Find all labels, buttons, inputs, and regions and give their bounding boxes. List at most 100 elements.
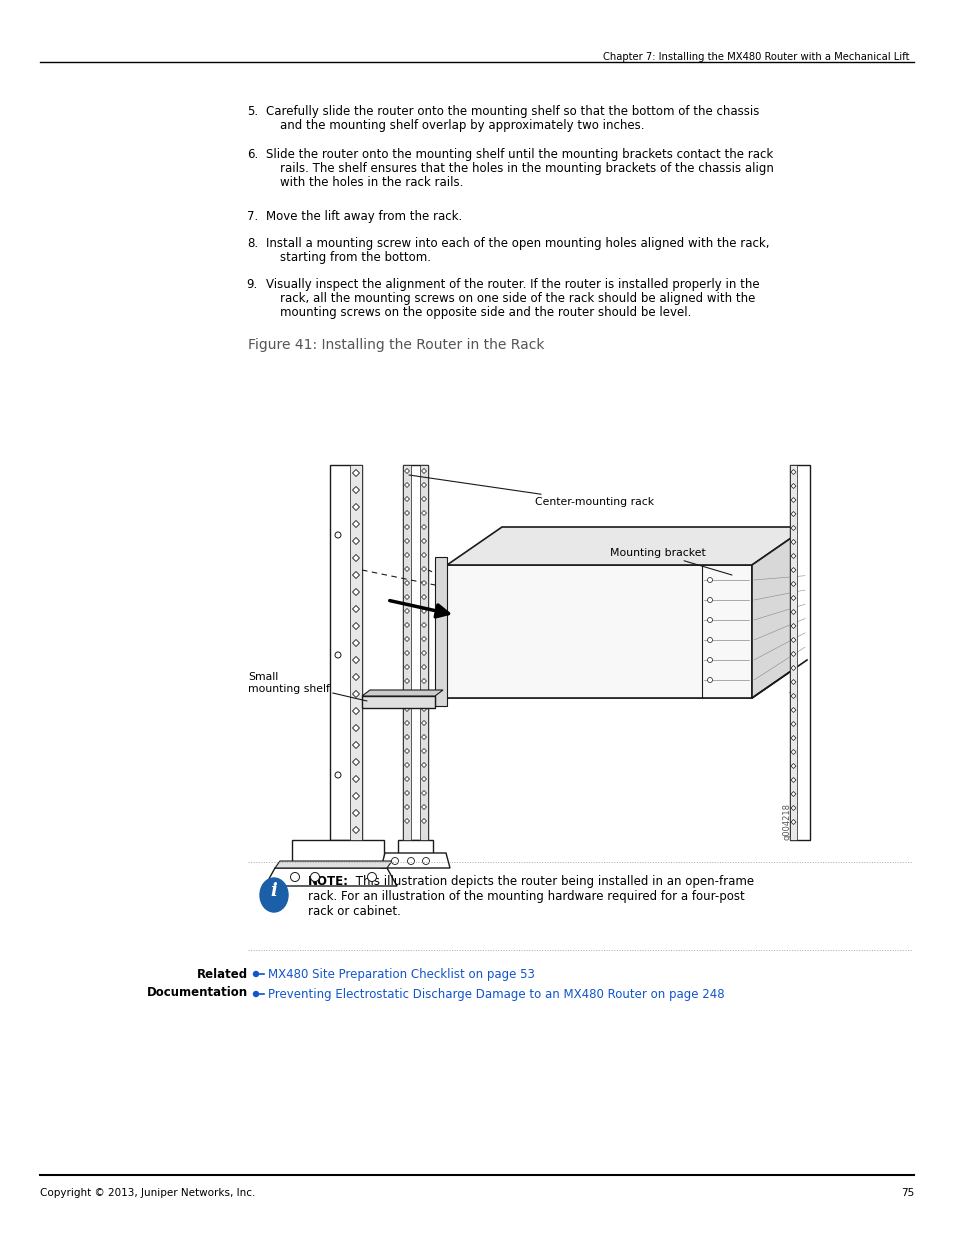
Polygon shape: [404, 819, 409, 824]
Polygon shape: [447, 527, 806, 564]
Polygon shape: [790, 511, 795, 516]
Bar: [435, 557, 447, 706]
Polygon shape: [352, 537, 359, 545]
Polygon shape: [404, 567, 409, 572]
Polygon shape: [421, 748, 426, 753]
Text: Preventing Electrostatic Discharge Damage to an MX480 Router on page 248: Preventing Electrostatic Discharge Damag…: [268, 988, 724, 1002]
Polygon shape: [404, 510, 409, 515]
Bar: [789, 466, 796, 840]
Polygon shape: [421, 496, 426, 501]
Polygon shape: [421, 678, 426, 683]
Polygon shape: [790, 763, 795, 768]
Text: Small
mounting shelf: Small mounting shelf: [248, 672, 367, 701]
Polygon shape: [352, 758, 359, 766]
Polygon shape: [352, 589, 359, 595]
Circle shape: [335, 532, 340, 538]
Polygon shape: [352, 640, 359, 646]
Text: Slide the router onto the mounting shelf until the mounting brackets contact the: Slide the router onto the mounting shelf…: [266, 148, 773, 161]
Polygon shape: [404, 496, 409, 501]
Circle shape: [310, 872, 319, 882]
Bar: [419, 466, 428, 840]
Polygon shape: [421, 510, 426, 515]
Polygon shape: [352, 793, 359, 799]
Bar: [361, 697, 435, 708]
Text: 9.: 9.: [247, 278, 257, 291]
Polygon shape: [790, 469, 795, 474]
Polygon shape: [404, 483, 409, 488]
Polygon shape: [447, 659, 806, 698]
Polygon shape: [404, 580, 409, 585]
Text: rack. For an illustration of the mounting hardware required for a four-post: rack. For an illustration of the mountin…: [308, 890, 744, 903]
Text: Carefully slide the router onto the mounting shelf so that the bottom of the cha: Carefully slide the router onto the moun…: [266, 105, 759, 119]
Text: Related
Documentation: Related Documentation: [147, 968, 248, 999]
Circle shape: [253, 992, 258, 997]
Text: 8.: 8.: [247, 237, 257, 249]
Text: Figure 41: Installing the Router in the Rack: Figure 41: Installing the Router in the …: [248, 338, 544, 352]
Text: mounting screws on the opposite side and the router should be level.: mounting screws on the opposite side and…: [280, 306, 691, 319]
Circle shape: [335, 772, 340, 778]
Polygon shape: [421, 483, 426, 488]
Polygon shape: [352, 690, 359, 698]
Polygon shape: [790, 652, 795, 657]
Polygon shape: [421, 706, 426, 711]
Polygon shape: [404, 468, 409, 473]
Polygon shape: [404, 651, 409, 656]
Text: Install a mounting screw into each of the open mounting holes aligned with the r: Install a mounting screw into each of th…: [266, 237, 769, 249]
FancyArrowPatch shape: [390, 600, 448, 618]
Polygon shape: [790, 540, 795, 545]
Polygon shape: [352, 809, 359, 816]
Polygon shape: [404, 538, 409, 543]
Text: Move the lift away from the rack.: Move the lift away from the rack.: [266, 210, 462, 224]
Polygon shape: [421, 636, 426, 641]
Polygon shape: [404, 693, 409, 698]
Text: with the holes in the rack rails.: with the holes in the rack rails.: [280, 177, 463, 189]
Polygon shape: [421, 525, 426, 530]
Text: NOTE:: NOTE:: [308, 876, 349, 888]
Polygon shape: [265, 868, 396, 885]
Polygon shape: [352, 657, 359, 663]
Circle shape: [335, 652, 340, 658]
Polygon shape: [790, 708, 795, 713]
Text: 75: 75: [900, 1188, 913, 1198]
Polygon shape: [421, 622, 426, 627]
Text: 6.: 6.: [247, 148, 257, 161]
Text: rack or cabinet.: rack or cabinet.: [308, 905, 400, 918]
Circle shape: [707, 578, 712, 583]
Polygon shape: [790, 610, 795, 615]
Text: Copyright © 2013, Juniper Networks, Inc.: Copyright © 2013, Juniper Networks, Inc.: [40, 1188, 255, 1198]
Polygon shape: [404, 664, 409, 669]
Bar: [402, 466, 428, 840]
Polygon shape: [404, 594, 409, 599]
Polygon shape: [790, 666, 795, 671]
Polygon shape: [790, 624, 795, 629]
Polygon shape: [404, 748, 409, 753]
Polygon shape: [421, 538, 426, 543]
Circle shape: [253, 972, 258, 977]
Polygon shape: [751, 527, 806, 698]
Polygon shape: [352, 504, 359, 510]
Polygon shape: [352, 725, 359, 731]
Polygon shape: [404, 525, 409, 530]
Polygon shape: [790, 750, 795, 755]
Polygon shape: [421, 777, 426, 782]
Polygon shape: [421, 720, 426, 725]
Polygon shape: [404, 720, 409, 725]
Polygon shape: [404, 790, 409, 795]
Polygon shape: [404, 735, 409, 740]
Polygon shape: [790, 721, 795, 726]
Bar: [789, 466, 809, 840]
Ellipse shape: [260, 878, 288, 911]
Text: Visually inspect the alignment of the router. If the router is installed properl: Visually inspect the alignment of the ro…: [266, 278, 759, 291]
Text: This illustration depicts the router being installed in an open-frame: This illustration depicts the router bei…: [352, 876, 753, 888]
Polygon shape: [421, 819, 426, 824]
Text: 7.: 7.: [247, 210, 257, 224]
Polygon shape: [790, 679, 795, 684]
Polygon shape: [790, 595, 795, 600]
Polygon shape: [421, 693, 426, 698]
Polygon shape: [421, 609, 426, 614]
Polygon shape: [380, 853, 450, 868]
Polygon shape: [404, 552, 409, 557]
Polygon shape: [790, 637, 795, 642]
Polygon shape: [404, 804, 409, 809]
Polygon shape: [352, 555, 359, 562]
